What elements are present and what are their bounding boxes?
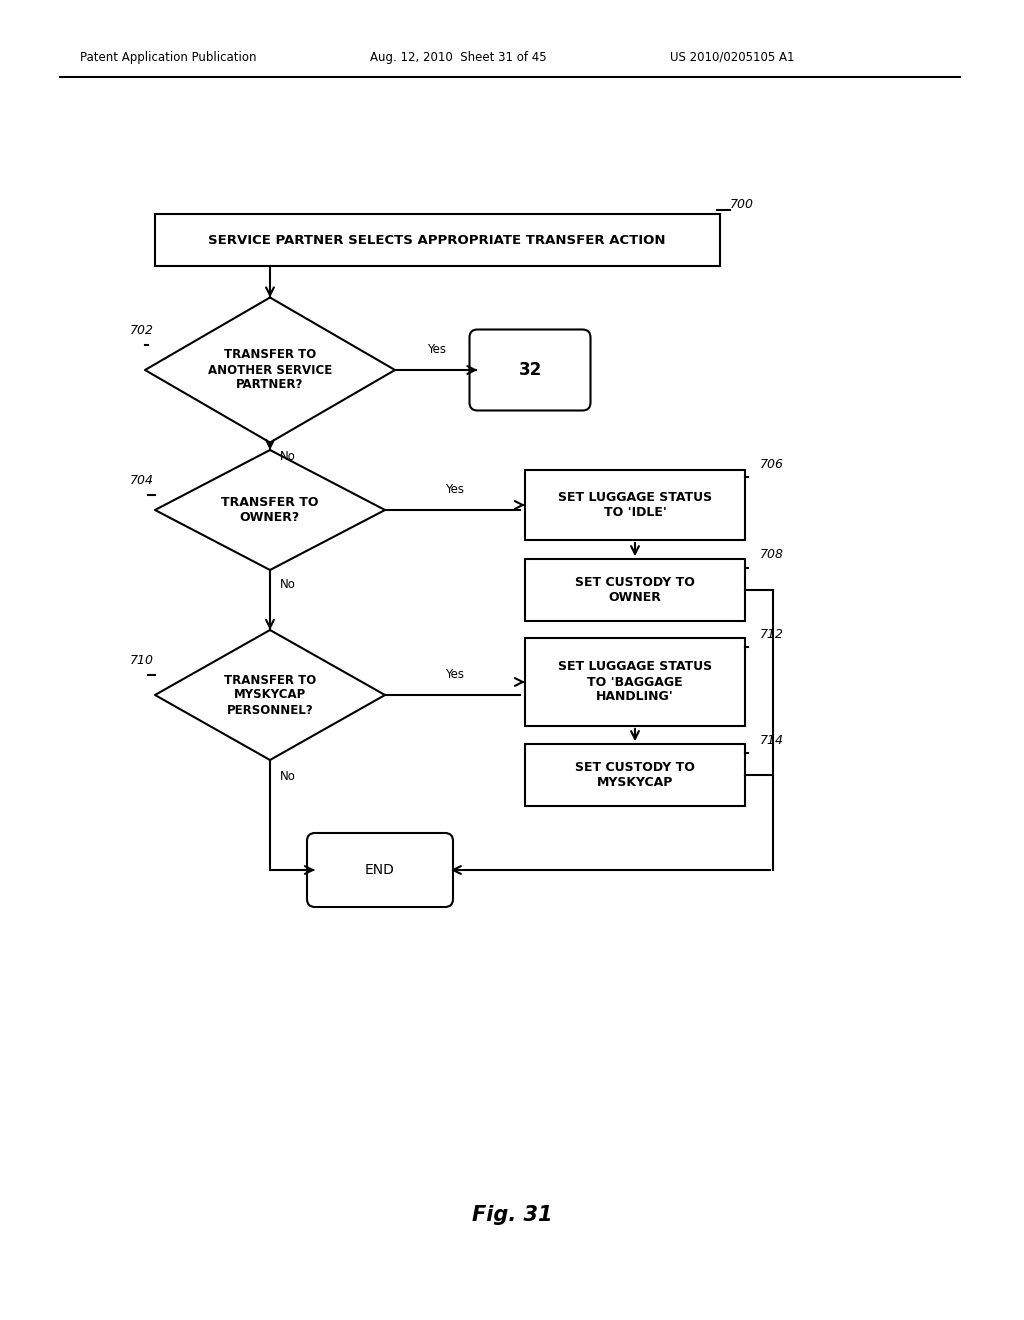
Text: SERVICE PARTNER SELECTS APPROPRIATE TRANSFER ACTION: SERVICE PARTNER SELECTS APPROPRIATE TRAN…	[208, 234, 666, 247]
Text: SET CUSTODY TO
OWNER: SET CUSTODY TO OWNER	[575, 576, 695, 605]
Text: No: No	[280, 578, 296, 591]
FancyBboxPatch shape	[155, 214, 720, 267]
Text: US 2010/0205105 A1: US 2010/0205105 A1	[670, 50, 795, 63]
Text: Yes: Yes	[445, 668, 465, 681]
Text: 714: 714	[760, 734, 784, 747]
Text: 708: 708	[760, 549, 784, 561]
Text: TRANSFER TO
ANOTHER SERVICE
PARTNER?: TRANSFER TO ANOTHER SERVICE PARTNER?	[208, 348, 332, 392]
Text: Aug. 12, 2010  Sheet 31 of 45: Aug. 12, 2010 Sheet 31 of 45	[370, 50, 547, 63]
Text: No: No	[280, 770, 296, 783]
Text: 702: 702	[130, 323, 154, 337]
Text: TRANSFER TO
OWNER?: TRANSFER TO OWNER?	[221, 496, 318, 524]
Text: END: END	[366, 863, 395, 876]
FancyBboxPatch shape	[307, 833, 453, 907]
Polygon shape	[155, 630, 385, 760]
Text: SET CUSTODY TO
MYSKYCAP: SET CUSTODY TO MYSKYCAP	[575, 762, 695, 789]
Text: Yes: Yes	[427, 343, 445, 356]
Text: 712: 712	[760, 627, 784, 640]
Text: 700: 700	[730, 198, 754, 211]
Text: Yes: Yes	[445, 483, 465, 496]
Text: 706: 706	[760, 458, 784, 471]
FancyBboxPatch shape	[525, 558, 745, 620]
Text: SET LUGGAGE STATUS
TO 'IDLE': SET LUGGAGE STATUS TO 'IDLE'	[558, 491, 712, 519]
Text: Patent Application Publication: Patent Application Publication	[80, 50, 256, 63]
Text: Fig. 31: Fig. 31	[472, 1205, 552, 1225]
Text: TRANSFER TO
MYSKYCAP
PERSONNEL?: TRANSFER TO MYSKYCAP PERSONNEL?	[224, 673, 316, 717]
Text: SET LUGGAGE STATUS
TO 'BAGGAGE
HANDLING': SET LUGGAGE STATUS TO 'BAGGAGE HANDLING'	[558, 660, 712, 704]
Text: No: No	[280, 450, 296, 463]
Text: 704: 704	[130, 474, 154, 487]
Text: 32: 32	[518, 360, 542, 379]
FancyBboxPatch shape	[525, 744, 745, 807]
Polygon shape	[145, 297, 395, 442]
Text: 710: 710	[130, 653, 154, 667]
FancyBboxPatch shape	[525, 470, 745, 540]
FancyBboxPatch shape	[525, 638, 745, 726]
Polygon shape	[155, 450, 385, 570]
FancyBboxPatch shape	[469, 330, 591, 411]
